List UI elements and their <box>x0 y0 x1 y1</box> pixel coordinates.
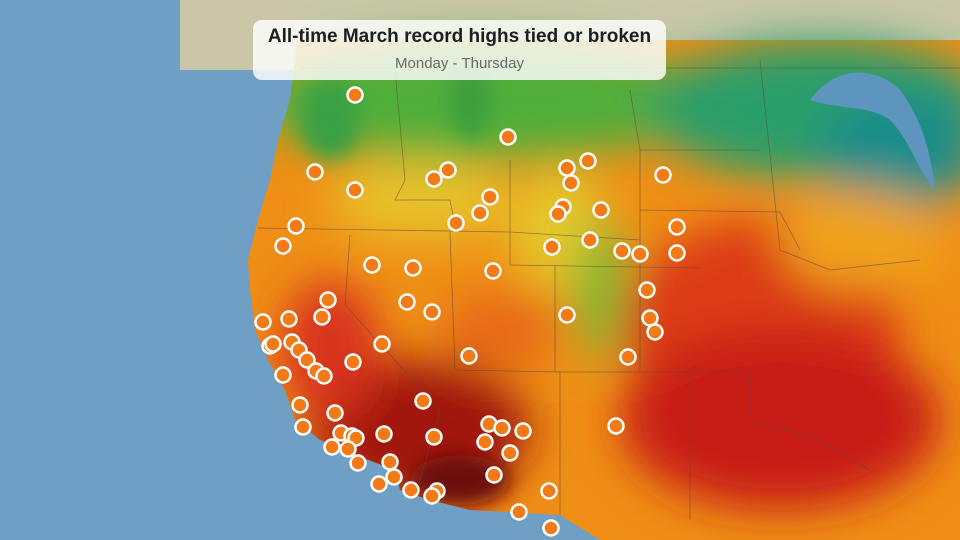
record-marker <box>385 468 403 486</box>
record-marker <box>540 482 558 500</box>
record-marker <box>315 367 333 385</box>
record-marker <box>439 161 457 179</box>
land-temperature-field <box>248 40 960 540</box>
record-marker <box>346 86 364 104</box>
record-marker <box>370 475 388 493</box>
record-marker <box>558 306 576 324</box>
record-marker <box>510 503 528 521</box>
title-card: All-time March record highs tied or brok… <box>253 20 666 80</box>
record-marker <box>579 152 597 170</box>
record-marker <box>549 205 567 223</box>
record-marker <box>476 433 494 451</box>
record-marker <box>654 166 672 184</box>
record-marker <box>423 303 441 321</box>
record-marker <box>381 453 399 471</box>
record-marker <box>287 217 305 235</box>
record-marker <box>485 466 503 484</box>
record-marker <box>592 201 610 219</box>
record-marker <box>344 353 362 371</box>
record-marker <box>542 519 560 537</box>
record-marker <box>373 335 391 353</box>
record-marker <box>274 366 292 384</box>
record-marker <box>641 309 659 327</box>
record-marker <box>501 444 519 462</box>
record-marker <box>274 237 292 255</box>
record-marker <box>298 351 316 369</box>
record-marker <box>631 245 649 263</box>
record-marker <box>425 428 443 446</box>
record-marker <box>254 313 272 331</box>
record-marker <box>562 174 580 192</box>
record-marker <box>619 348 637 366</box>
record-marker <box>447 214 465 232</box>
record-marker <box>668 244 686 262</box>
record-marker <box>319 291 337 309</box>
record-marker <box>404 259 422 277</box>
record-marker <box>613 242 631 260</box>
great-lakes <box>810 72 935 190</box>
record-marker <box>543 238 561 256</box>
record-marker <box>646 323 664 341</box>
record-marker <box>375 425 393 443</box>
record-marker <box>349 454 367 472</box>
record-marker <box>402 481 420 499</box>
record-marker <box>423 487 441 505</box>
record-marker <box>326 404 344 422</box>
record-marker <box>313 308 331 326</box>
record-marker <box>425 170 443 188</box>
record-marker <box>264 335 282 353</box>
record-marker <box>499 128 517 146</box>
record-marker <box>484 262 502 280</box>
record-marker <box>581 231 599 249</box>
record-marker <box>323 438 341 456</box>
record-marker <box>306 163 324 181</box>
record-marker <box>514 422 532 440</box>
record-marker <box>291 396 309 414</box>
record-marker <box>346 181 364 199</box>
record-marker <box>294 418 312 436</box>
map-title: All-time March record highs tied or brok… <box>267 26 652 47</box>
record-marker <box>493 419 511 437</box>
record-marker <box>471 204 489 222</box>
record-marker <box>280 310 298 328</box>
record-marker <box>668 218 686 236</box>
record-marker <box>460 347 478 365</box>
map-subtitle: Monday - Thursday <box>395 55 524 72</box>
record-marker <box>638 281 656 299</box>
record-marker <box>558 159 576 177</box>
record-marker <box>363 256 381 274</box>
record-markers <box>254 86 686 537</box>
record-marker <box>414 392 432 410</box>
record-marker <box>607 417 625 435</box>
record-marker <box>398 293 416 311</box>
record-marker <box>481 188 499 206</box>
record-marker <box>339 440 357 458</box>
